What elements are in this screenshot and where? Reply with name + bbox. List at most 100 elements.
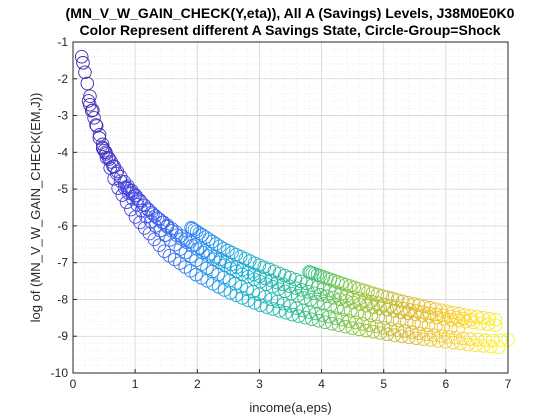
data-point bbox=[160, 218, 175, 233]
data-point bbox=[277, 268, 292, 283]
data-point bbox=[260, 300, 274, 314]
data-point bbox=[330, 300, 344, 315]
data-point bbox=[333, 292, 347, 307]
y-tick-label: -1 bbox=[57, 35, 68, 49]
y-tick-label: -8 bbox=[57, 292, 68, 306]
y-tick-label: -5 bbox=[57, 182, 68, 196]
data-point bbox=[97, 143, 111, 158]
data-point bbox=[455, 331, 470, 346]
data-point bbox=[383, 322, 398, 336]
data-point bbox=[139, 209, 153, 224]
data-point bbox=[134, 195, 148, 209]
data-point bbox=[376, 320, 391, 335]
y-tick-label: -6 bbox=[57, 219, 68, 233]
data-point bbox=[320, 289, 334, 304]
data-point bbox=[169, 225, 184, 239]
data-point bbox=[412, 298, 426, 312]
data-point bbox=[266, 302, 280, 316]
y-tick-label: -9 bbox=[57, 329, 68, 343]
data-point bbox=[365, 286, 380, 300]
data-point bbox=[473, 316, 488, 331]
data-point bbox=[137, 198, 152, 213]
data-points bbox=[74, 49, 515, 355]
data-point bbox=[87, 111, 101, 125]
data-point bbox=[441, 330, 455, 344]
data-point bbox=[264, 273, 278, 288]
data-point bbox=[83, 97, 97, 112]
data-point bbox=[141, 202, 155, 216]
x-axis-label: income(a,eps) bbox=[249, 400, 331, 415]
y-tick-label: -4 bbox=[57, 145, 68, 159]
data-point bbox=[358, 293, 372, 307]
minor-grid bbox=[73, 42, 508, 373]
data-point bbox=[252, 269, 267, 284]
data-point bbox=[328, 311, 343, 325]
x-tick-label: 4 bbox=[318, 377, 325, 391]
data-point bbox=[162, 248, 177, 263]
data-point bbox=[205, 234, 220, 249]
data-point bbox=[343, 304, 358, 318]
data-point bbox=[366, 300, 381, 314]
data-point bbox=[99, 147, 113, 161]
data-point bbox=[89, 119, 104, 133]
data-point bbox=[401, 295, 415, 310]
data-point bbox=[380, 290, 395, 304]
data-point bbox=[448, 330, 463, 345]
data-point bbox=[426, 328, 441, 342]
data-point bbox=[271, 282, 286, 296]
data-point bbox=[362, 318, 377, 332]
data-point bbox=[359, 298, 374, 313]
data-point bbox=[92, 128, 107, 142]
data-point bbox=[488, 312, 503, 327]
data-point bbox=[326, 291, 341, 305]
data-point bbox=[429, 310, 444, 325]
data-point bbox=[125, 186, 139, 200]
data-point bbox=[209, 237, 223, 251]
data-point bbox=[157, 244, 172, 258]
data-point bbox=[313, 288, 328, 302]
x-tick-label: 5 bbox=[380, 377, 387, 391]
data-point bbox=[165, 222, 179, 236]
data-point bbox=[395, 294, 410, 309]
axes-box bbox=[72, 41, 509, 374]
data-point bbox=[89, 118, 103, 132]
data-point bbox=[270, 275, 284, 290]
data-point bbox=[213, 239, 227, 254]
data-point bbox=[394, 305, 408, 319]
data-point bbox=[195, 228, 210, 242]
data-point bbox=[84, 103, 99, 118]
x-tick-label: 0 bbox=[70, 377, 77, 391]
data-point bbox=[235, 262, 250, 277]
data-point bbox=[241, 293, 256, 308]
data-point bbox=[406, 297, 421, 311]
data-point bbox=[113, 170, 128, 184]
data-point bbox=[229, 288, 244, 303]
data-point bbox=[423, 301, 437, 315]
data-point bbox=[470, 332, 485, 347]
x-tick-label: 3 bbox=[256, 377, 263, 391]
data-point bbox=[428, 302, 443, 316]
y-tick-label: -3 bbox=[57, 109, 68, 123]
data-point bbox=[78, 65, 92, 79]
data-point bbox=[355, 317, 370, 331]
data-point bbox=[450, 310, 464, 325]
data-point bbox=[370, 287, 385, 302]
data-point bbox=[265, 280, 280, 294]
data-point bbox=[198, 230, 213, 244]
data-point bbox=[369, 319, 384, 334]
data-point bbox=[76, 56, 90, 70]
data-point bbox=[486, 333, 500, 348]
data-point bbox=[444, 321, 458, 335]
data-point bbox=[174, 228, 188, 243]
data-point bbox=[385, 291, 400, 306]
data-point bbox=[119, 180, 134, 195]
x-tick-label: 2 bbox=[194, 377, 201, 391]
data-point bbox=[133, 193, 147, 208]
data-point bbox=[417, 299, 432, 314]
data-point bbox=[434, 303, 449, 317]
data-point bbox=[429, 319, 443, 333]
data-point bbox=[342, 314, 356, 328]
data-point bbox=[167, 252, 182, 267]
x-axis-ticks: 0 1 2 3 4 5 6 7 bbox=[70, 369, 512, 391]
